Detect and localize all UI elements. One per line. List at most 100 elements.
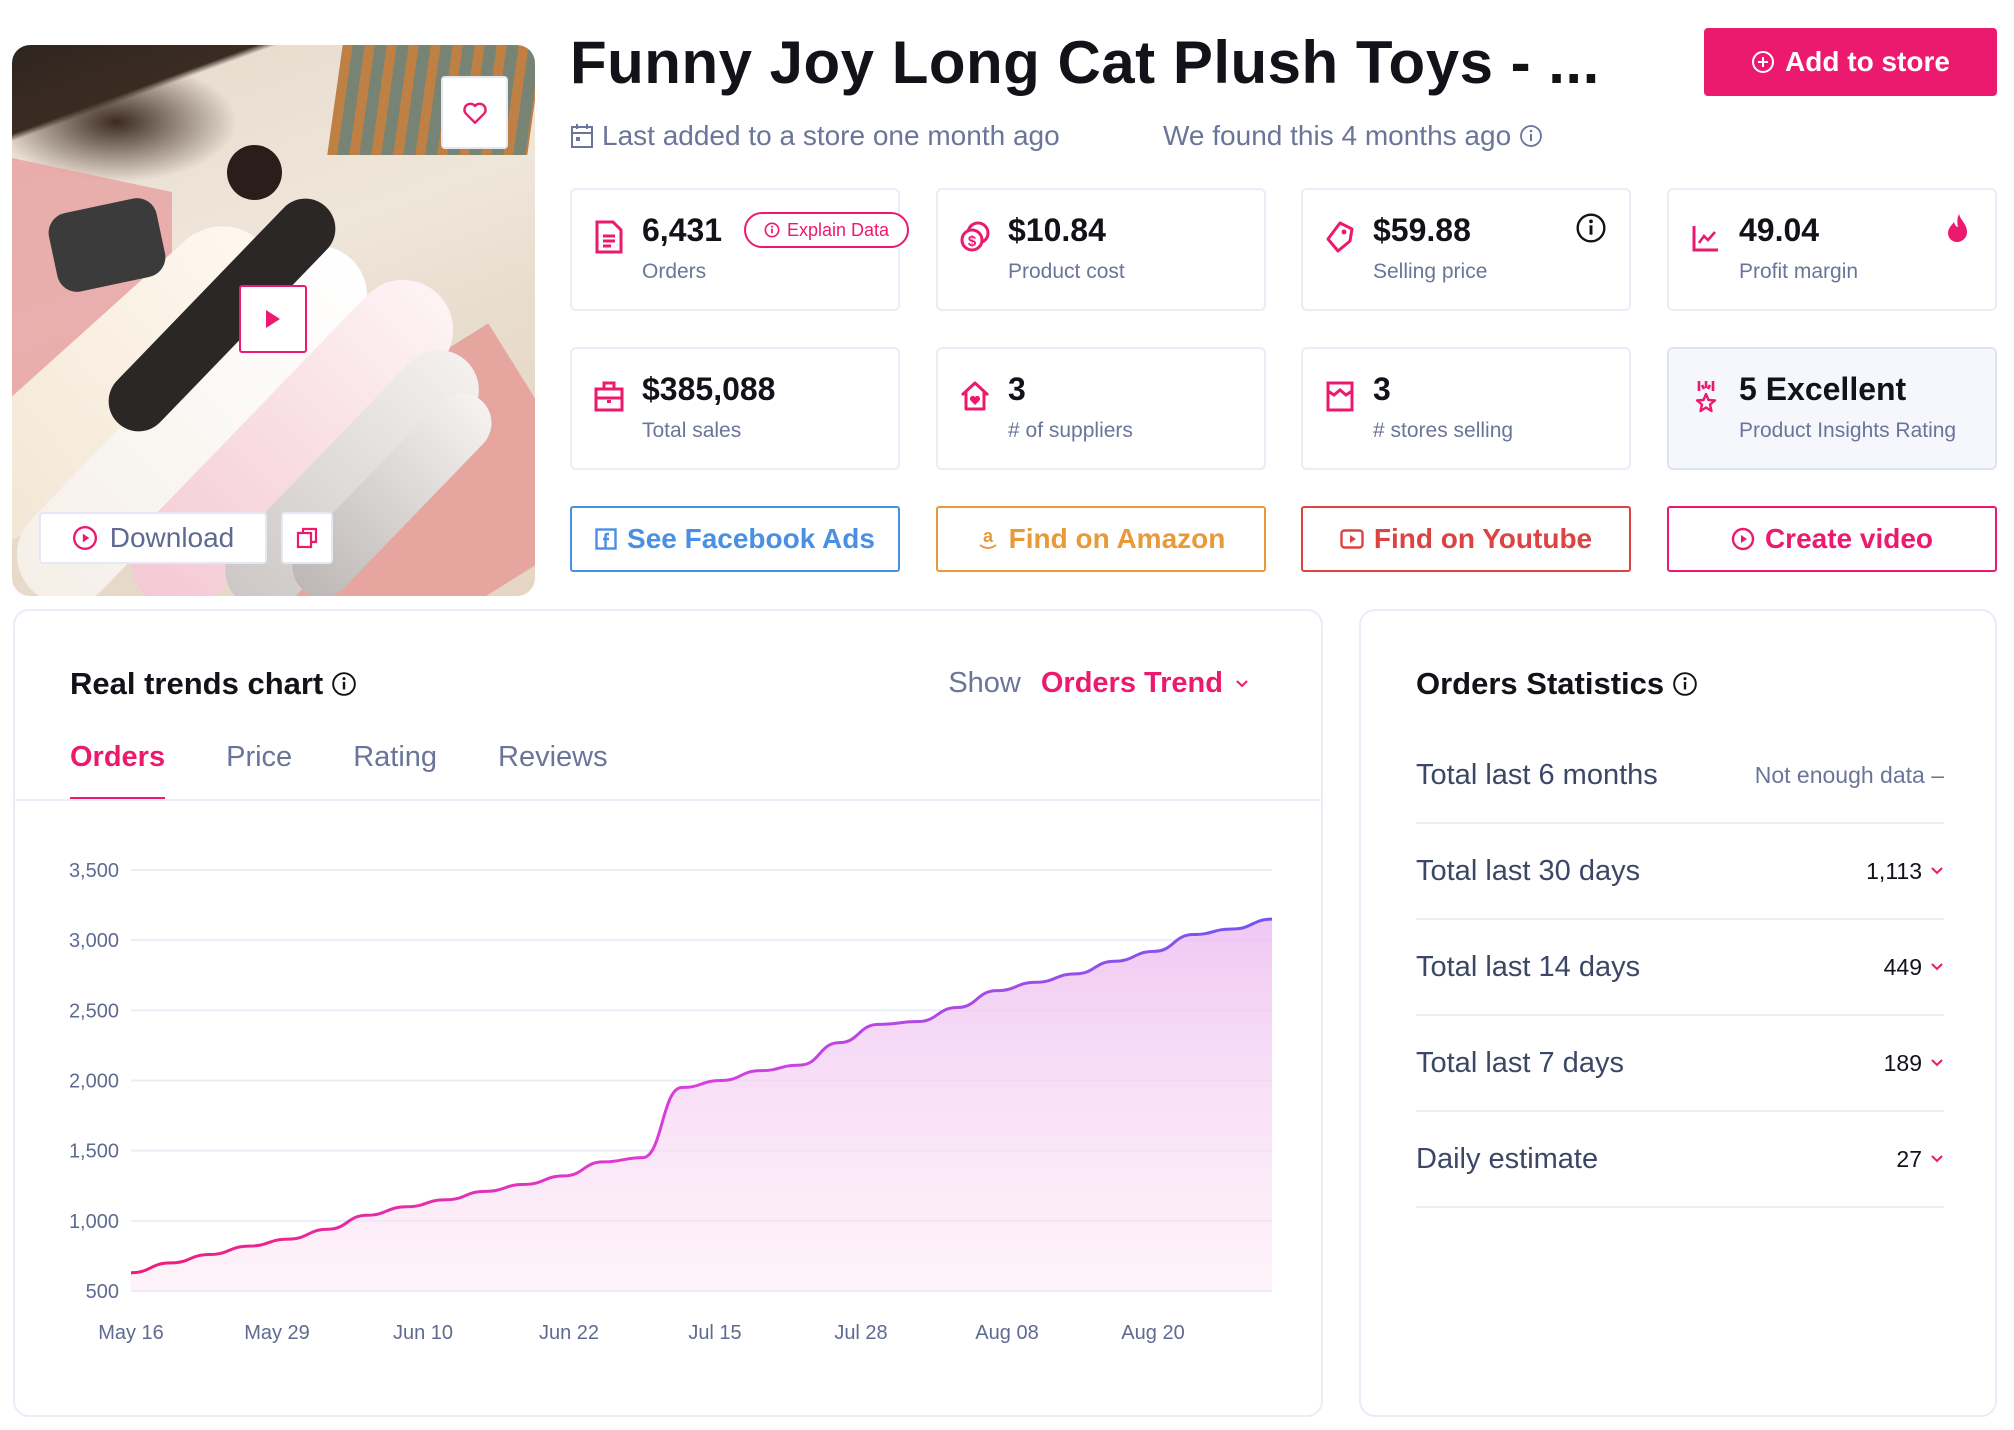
- stat-value: 3: [1008, 371, 1026, 407]
- chart-area: [131, 919, 1272, 1291]
- stat-row-value: Not enough data –: [1754, 761, 1944, 788]
- tab-price[interactable]: Price: [226, 741, 293, 773]
- info-icon[interactable]: [1575, 212, 1607, 244]
- svg-text:Aug 08: Aug 08: [975, 1322, 1038, 1344]
- last-added-text: Last added to a store one month ago: [602, 120, 1060, 151]
- svg-text:2,500: 2,500: [69, 1000, 119, 1022]
- svg-text:Aug 20: Aug 20: [1121, 1322, 1184, 1344]
- svg-text:1,000: 1,000: [69, 1211, 119, 1233]
- award-star-icon: [1695, 381, 1717, 413]
- tab-orders[interactable]: Orders: [70, 741, 166, 800]
- tabs-divider: [15, 799, 1321, 801]
- last-added-meta: Last added to a store one month ago: [570, 120, 1060, 152]
- chevron-down-icon[interactable]: [1930, 1058, 1944, 1068]
- stat-card-total-sales: $385,088 Total sales: [570, 347, 900, 470]
- stat-row-value-group: 189: [1884, 1050, 1944, 1077]
- found-text: We found this 4 months ago: [1163, 120, 1512, 151]
- chevron-down-icon[interactable]: [1930, 962, 1944, 972]
- find-on-youtube-button[interactable]: Find on Youtube: [1301, 506, 1631, 572]
- explain-data-button[interactable]: Explain Data: [744, 212, 910, 248]
- coins-icon: $: [960, 221, 990, 252]
- play-video-button[interactable]: [239, 285, 307, 353]
- explain-data-label: Explain Data: [787, 219, 890, 240]
- stat-row-7-days[interactable]: Total last 7 days 189: [1416, 1016, 1944, 1112]
- calendar-icon: [571, 124, 593, 148]
- stat-label: Total sales: [642, 419, 742, 442]
- stat-row-value-group: 449: [1884, 954, 1944, 981]
- show-label: Show: [948, 667, 1021, 699]
- stat-label: Profit margin: [1739, 260, 1859, 283]
- tab-reviews[interactable]: Reviews: [498, 741, 608, 773]
- real-trends-title: Real trends chart: [70, 666, 357, 702]
- stat-row-value-group: 27: [1896, 1146, 1944, 1173]
- info-icon[interactable]: [1519, 124, 1543, 148]
- stat-row-14-days[interactable]: Total last 14 days 449: [1416, 920, 1944, 1016]
- stat-row-label: Total last 6 months: [1416, 758, 1658, 791]
- stat-row-value: 449: [1883, 953, 1922, 980]
- amazon-icon: a: [979, 526, 997, 549]
- svg-text:1,500: 1,500: [69, 1141, 119, 1163]
- see-facebook-ads-label: See Facebook Ads: [627, 523, 875, 554]
- price-tag-icon: [1326, 221, 1354, 253]
- orders-statistics-title: Orders Statistics: [1416, 666, 1698, 702]
- stat-row-value-group: 1,113: [1866, 858, 1944, 885]
- stat-value: $385,088: [642, 371, 776, 407]
- svg-text:May 29: May 29: [244, 1322, 310, 1344]
- see-facebook-ads-button[interactable]: See Facebook Ads: [570, 506, 900, 572]
- stat-card-orders: 6,431 Orders Explain Data: [570, 188, 910, 311]
- info-icon[interactable]: [331, 671, 357, 697]
- info-icon: [764, 222, 780, 238]
- download-button[interactable]: Download: [39, 512, 267, 564]
- stat-label: Selling price: [1373, 260, 1488, 283]
- heart-icon: [462, 102, 487, 124]
- youtube-icon: [1340, 529, 1364, 549]
- download-label: Download: [109, 522, 235, 553]
- house-heart-icon: [960, 381, 990, 411]
- chart-x-axis: May 16 May 29 Jun 10 Jun 22 Jul 15 Jul 28 Aug …: [98, 1322, 1184, 1344]
- play-icon: [266, 310, 280, 328]
- orders-trend-chart[interactable]: 500 1,000 1,500 2,000 2,500 3,000 3,500 May 16…: [15, 611, 1325, 1419]
- chevron-down-icon[interactable]: [1930, 866, 1944, 876]
- trend-type-value: Orders Trend: [1040, 667, 1223, 699]
- product-image[interactable]: Download: [12, 45, 535, 596]
- stat-value: 5 Excellent: [1739, 371, 1907, 407]
- svg-text:Jul 28: Jul 28: [834, 1322, 887, 1344]
- stat-card-profit-margin: 49.04 Profit margin: [1667, 188, 1997, 311]
- copy-icon: [296, 527, 318, 549]
- add-to-store-button[interactable]: Add to store: [1704, 28, 1997, 96]
- stat-value: $10.84: [1008, 212, 1106, 248]
- svg-text:3,500: 3,500: [69, 860, 119, 882]
- stat-card-suppliers: 3 # of suppliers: [936, 347, 1266, 470]
- storefront-icon: [1326, 381, 1354, 412]
- trend-type-dropdown[interactable]: Orders Trend: [1041, 667, 1249, 700]
- copy-button[interactable]: [281, 512, 333, 564]
- svg-text:Jun 22: Jun 22: [539, 1322, 599, 1344]
- play-circle-icon: [72, 525, 97, 551]
- product-title: Funny Joy Long Cat Plush Toys - ...: [570, 29, 1600, 96]
- stat-row-30-days[interactable]: Total last 30 days 1,113: [1416, 824, 1944, 920]
- chart-tabs: Orders Price Rating Reviews: [70, 741, 608, 800]
- svg-text:2,000: 2,000: [69, 1071, 119, 1093]
- find-on-amazon-button[interactable]: a Find on Amazon: [936, 506, 1266, 572]
- stat-row-6-months: Total last 6 months Not enough data –: [1416, 728, 1944, 824]
- stat-card-rating: 5 Excellent Product Insights Rating: [1667, 347, 1997, 470]
- chart-y-axis: 500 1,000 1,500 2,000 2,500 3,000 3,500: [69, 860, 119, 1303]
- plus-circle-icon: [1752, 51, 1775, 73]
- found-meta: We found this 4 months ago: [1163, 120, 1543, 152]
- info-icon[interactable]: [1672, 671, 1698, 697]
- stat-row-daily-estimate[interactable]: Daily estimate 27: [1416, 1112, 1944, 1208]
- document-icon: [595, 220, 623, 254]
- favorite-button[interactable]: [441, 76, 508, 149]
- orders-statistics-panel: Orders Statistics Total last 6 months No…: [1359, 609, 1997, 1417]
- create-video-button[interactable]: Create video: [1667, 506, 1997, 572]
- stat-row-label: Total last 14 days: [1416, 950, 1641, 983]
- create-video-label: Create video: [1764, 523, 1934, 554]
- briefcase-icon: [594, 381, 624, 412]
- stat-value: 6,431: [642, 212, 723, 248]
- stat-card-product-cost: $ $10.84 Product cost: [936, 188, 1266, 311]
- stat-row-label: Total last 30 days: [1416, 854, 1641, 887]
- real-trends-title-text: Real trends chart: [70, 666, 324, 701]
- stat-label: # stores selling: [1373, 419, 1514, 442]
- chevron-down-icon[interactable]: [1930, 1154, 1944, 1164]
- tab-rating[interactable]: Rating: [353, 741, 438, 773]
